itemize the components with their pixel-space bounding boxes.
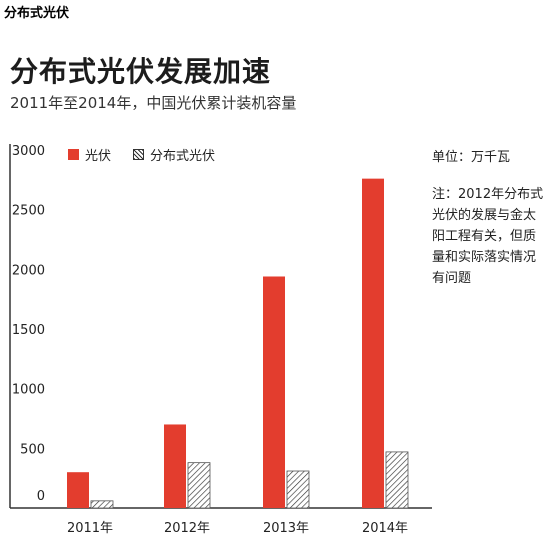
bars (67, 178, 409, 509)
chart-title: 分布式光伏发展加速 (10, 55, 272, 88)
chart-subtitle: 2011年至2014年，中国光伏累计装机容量 (10, 94, 297, 112)
chart-note: 注：2012年分布式光伏的发展与金太阳工程有关，但质量和实际落实情况有问题 (432, 187, 544, 286)
bar-distributed-3 (385, 451, 409, 509)
x-tick-label-0: 2011年 (67, 521, 113, 536)
legend-label-distributed: 分布式光伏 (150, 149, 216, 164)
y-tick-label-6: 3000 (12, 144, 45, 159)
y-tick-label-0: 0 (37, 489, 45, 504)
x-tick-label-3: 2014年 (362, 521, 408, 536)
y-tick-label-1: 500 (20, 442, 45, 457)
bar-distributed-0 (90, 500, 114, 509)
bar-distributed-1 (187, 462, 211, 509)
bar-solar-2 (263, 276, 285, 508)
bar-distributed-2 (286, 470, 310, 509)
legend-swatch-distributed (133, 149, 145, 160)
bar-solar-1 (164, 424, 186, 508)
y-tick-label-4: 2000 (12, 263, 45, 278)
x-tick-label-2: 2013年 (263, 521, 309, 536)
legend-item-distributed: 分布式光伏 (133, 145, 215, 164)
legend-item-solar: 光伏 (68, 145, 111, 164)
page-label: 分布式光伏 (4, 6, 70, 21)
bar-solar-0 (67, 472, 89, 508)
y-tick-label-5: 2500 (12, 204, 45, 219)
y-tick-label-2: 1000 (12, 383, 45, 398)
tick-labels: 0 500 1000 1500 2000 2500 3000 2011年 2012年 2013年 2… (12, 144, 408, 536)
bar-solar-3 (362, 178, 384, 508)
x-tick-label-1: 2012年 (164, 521, 210, 536)
legend: 光伏 分布式光伏 (68, 145, 237, 164)
legend-swatch-solar (68, 149, 79, 160)
legend-label-solar: 光伏 (85, 149, 112, 164)
y-tick-label-3: 1500 (12, 323, 45, 338)
unit-label: 单位：万千瓦 (432, 150, 511, 165)
